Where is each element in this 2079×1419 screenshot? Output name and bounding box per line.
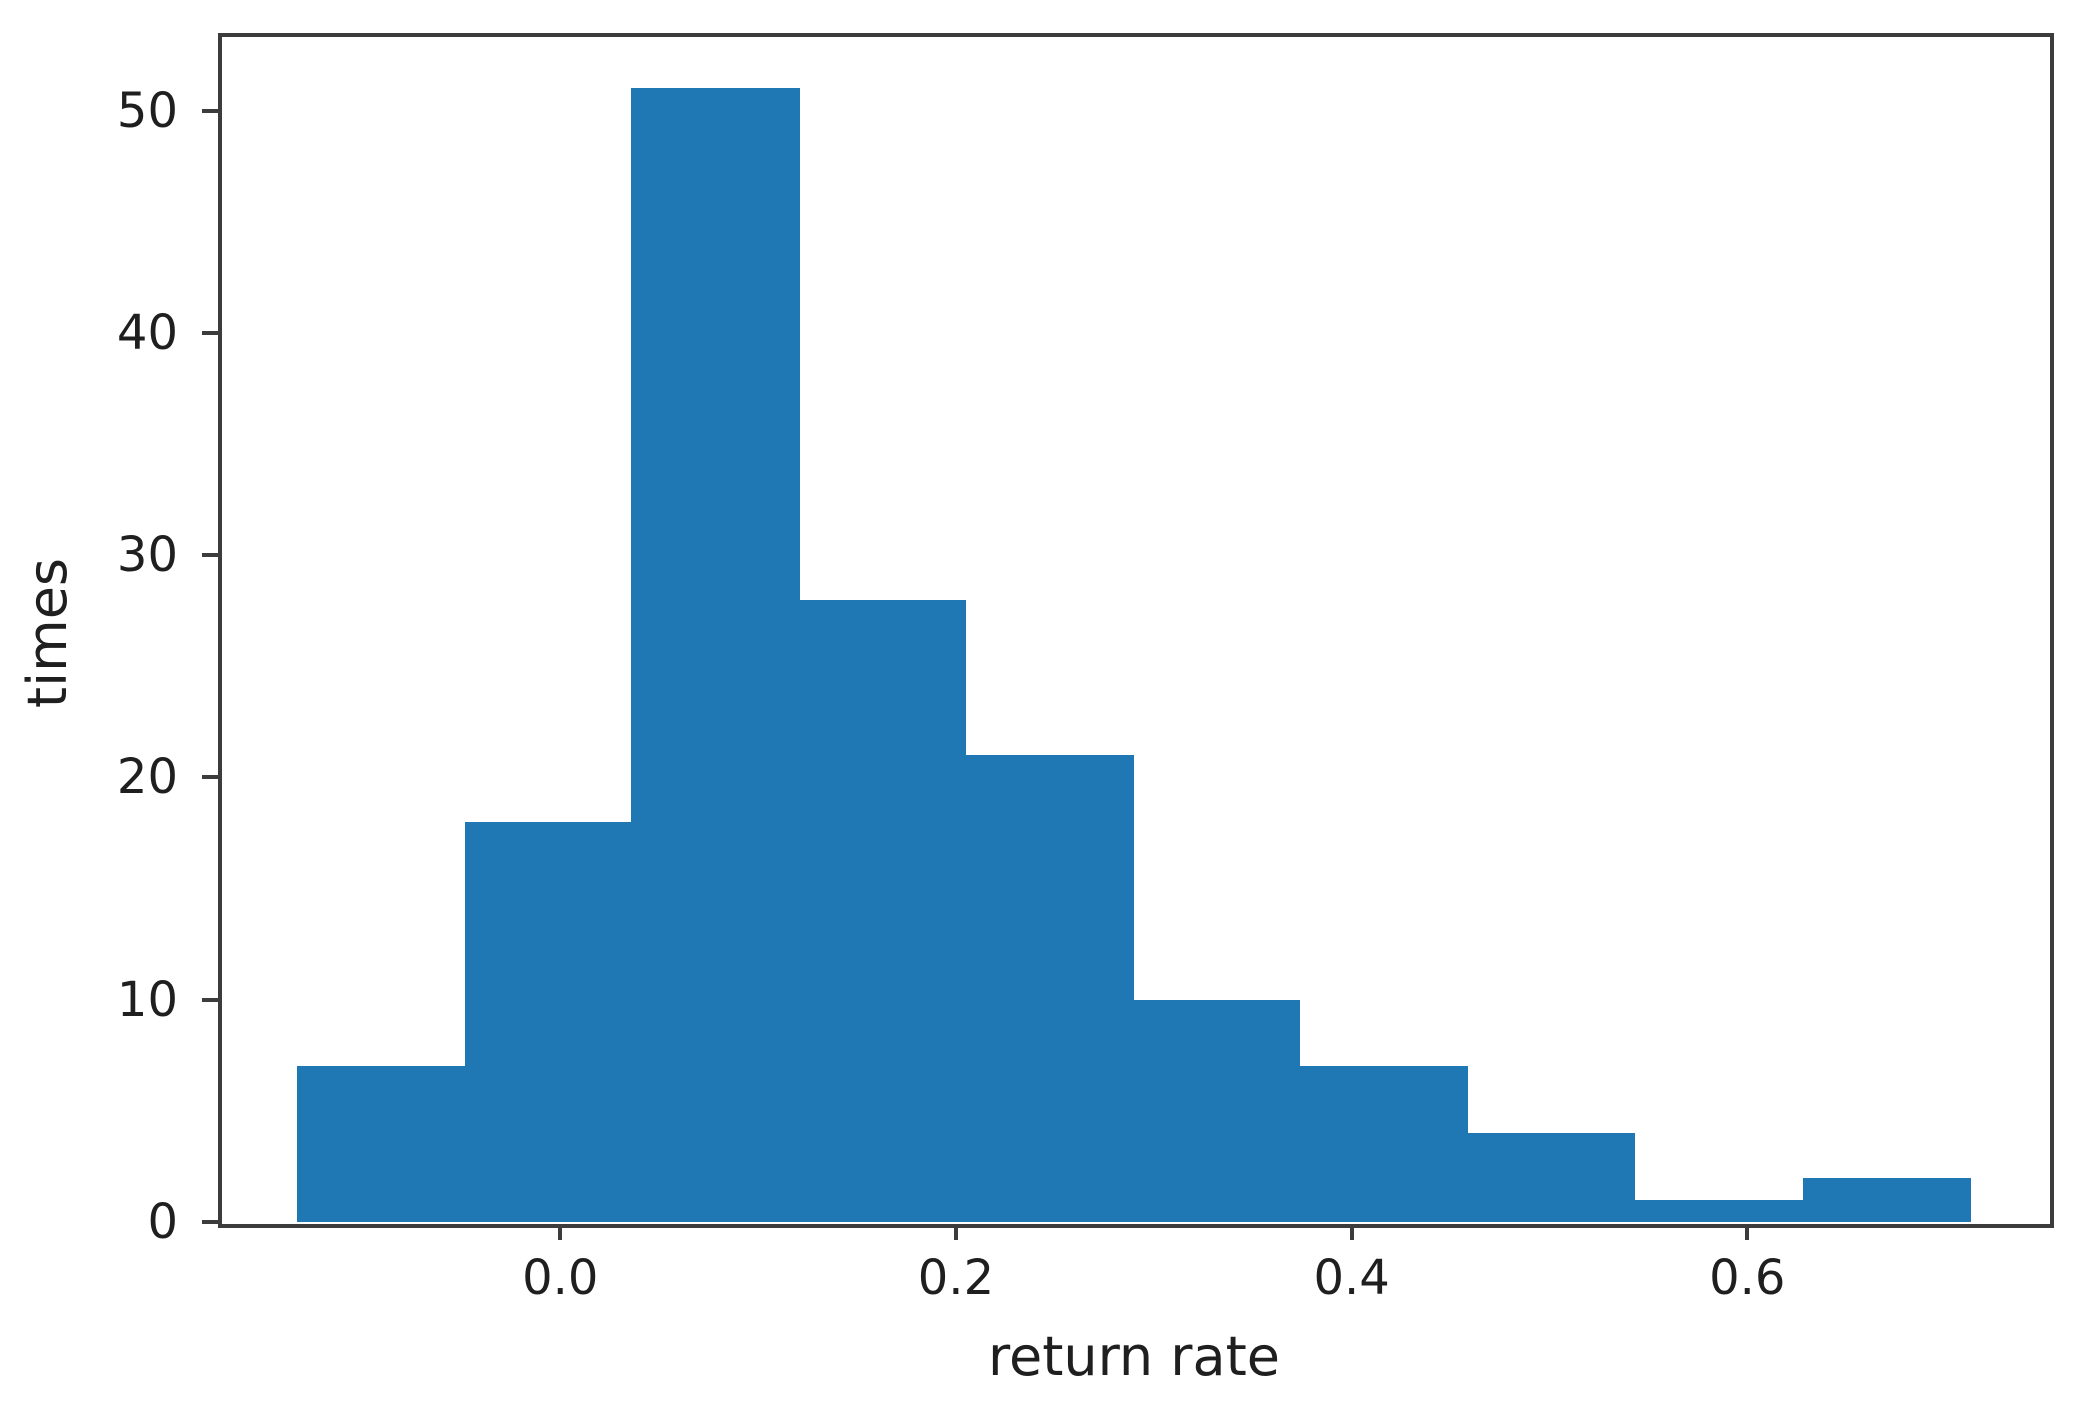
y-tick-label: 0	[147, 1194, 178, 1250]
histogram-bar	[631, 88, 800, 1222]
y-tick-label: 30	[116, 527, 178, 584]
x-tick-label: 0.2	[917, 1250, 995, 1306]
y-tick-mark	[202, 775, 218, 780]
y-tick-mark	[202, 330, 218, 335]
y-tick-mark	[202, 997, 218, 1002]
histogram-bar	[1634, 1199, 1803, 1222]
y-tick-mark	[202, 553, 218, 558]
y-tick-label: 10	[116, 971, 178, 1028]
y-tick-label: 50	[116, 82, 178, 139]
x-tick-label: 0.6	[1709, 1250, 1786, 1306]
histogram-bar	[1300, 1066, 1469, 1222]
histogram-bar	[1468, 1133, 1635, 1222]
x-axis-label: return rate	[988, 1325, 1280, 1388]
histogram-bar	[297, 1066, 466, 1222]
histogram-bar	[1802, 1177, 1971, 1222]
y-tick-mark	[202, 108, 218, 113]
histogram-bar	[465, 821, 632, 1222]
y-tick-label: 20	[116, 749, 178, 806]
x-tick-label: 0.0	[522, 1250, 599, 1306]
x-tick-mark	[1745, 1224, 1750, 1240]
plot-area	[218, 33, 2054, 1228]
x-tick-label: 0.4	[1313, 1250, 1390, 1306]
y-tick-label: 40	[116, 304, 178, 361]
x-tick-mark	[953, 1224, 958, 1240]
y-axis-label: times	[16, 557, 79, 709]
histogram-bar	[1134, 999, 1301, 1222]
y-tick-mark	[202, 1220, 218, 1224]
histogram-bar	[965, 755, 1134, 1222]
x-tick-mark	[1349, 1224, 1354, 1240]
x-tick-mark	[558, 1224, 563, 1240]
histogram-bar	[799, 599, 966, 1222]
bars-layer	[220, 35, 2048, 1222]
